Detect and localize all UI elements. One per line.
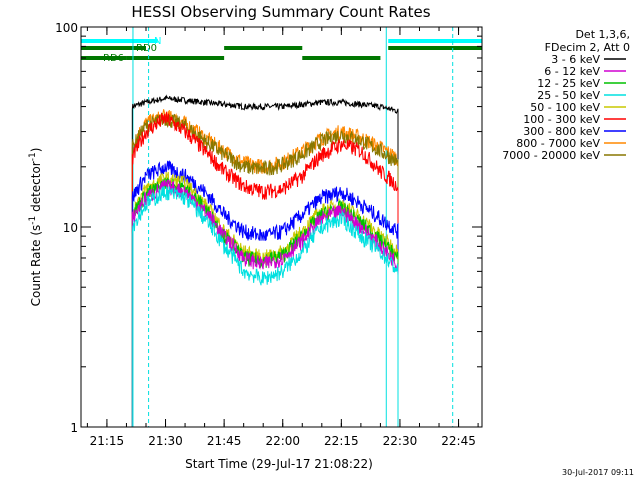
x-tick-label: 21:30	[148, 434, 183, 448]
y-axis-label-mid: detector	[29, 161, 43, 216]
y-tick-label: 1	[70, 421, 78, 435]
series-line	[131, 112, 399, 427]
y-axis-label-end: )	[29, 148, 43, 153]
legend-label: 3 - 6 keV	[551, 53, 600, 66]
x-axis-label: Start Time (29-Jul-17 21:08:22)	[185, 457, 373, 471]
flag-label-rd6: RD6	[103, 53, 124, 64]
flag-label-rd0: RD0	[136, 43, 157, 54]
legend-label: 50 - 100 keV	[530, 101, 600, 114]
series-line	[131, 177, 399, 427]
legend-label: 800 - 7000 keV	[516, 137, 600, 150]
y-axis-label-sup-1: -1	[28, 216, 38, 225]
y-axis-label-main: Count Rate (s	[29, 225, 43, 307]
series-line	[131, 109, 399, 427]
x-tick-label: 22:00	[265, 434, 300, 448]
legend-header-line-1: Det 1,3,6,	[575, 28, 630, 41]
series-line	[131, 111, 399, 427]
series-line	[131, 186, 399, 427]
axes: 21:15 21:30 21:45 22:00 22:15 22:30 22:45 1 10 10…	[55, 21, 482, 448]
x-tick-label: 21:15	[90, 434, 125, 448]
flag-label-n: N	[154, 36, 161, 47]
legend-label: 7000 - 20000 keV	[502, 149, 600, 162]
legend-label: 25 - 50 keV	[537, 89, 600, 102]
series-line	[131, 171, 399, 427]
legend-label: 6 - 12 keV	[544, 65, 600, 78]
legend-label: 300 - 800 keV	[523, 125, 600, 138]
legend-header-line-2: FDecim 2, Att 0	[545, 41, 630, 54]
footer-date: 30-Jul-2017 09:11	[562, 468, 634, 477]
series-layer	[131, 94, 399, 427]
legend-label: 12 - 25 keV	[537, 77, 600, 90]
chart-title: HESSI Observing Summary Count Rates	[131, 3, 430, 21]
y-axis-label-sup-2: -1	[28, 152, 38, 161]
x-tick-label: 22:45	[441, 434, 476, 448]
series-line	[131, 94, 399, 427]
legend-label: 100 - 300 keV	[523, 113, 600, 126]
series-line	[131, 160, 399, 427]
y-tick-label: 10	[63, 221, 78, 235]
y-tick-label: 100	[55, 21, 78, 35]
x-tick-label: 21:45	[207, 434, 242, 448]
x-tick-label: 22:30	[383, 434, 418, 448]
x-tick-label: 22:15	[324, 434, 359, 448]
y-axis-label: Count Rate (s-1 detector-1)	[28, 148, 43, 307]
